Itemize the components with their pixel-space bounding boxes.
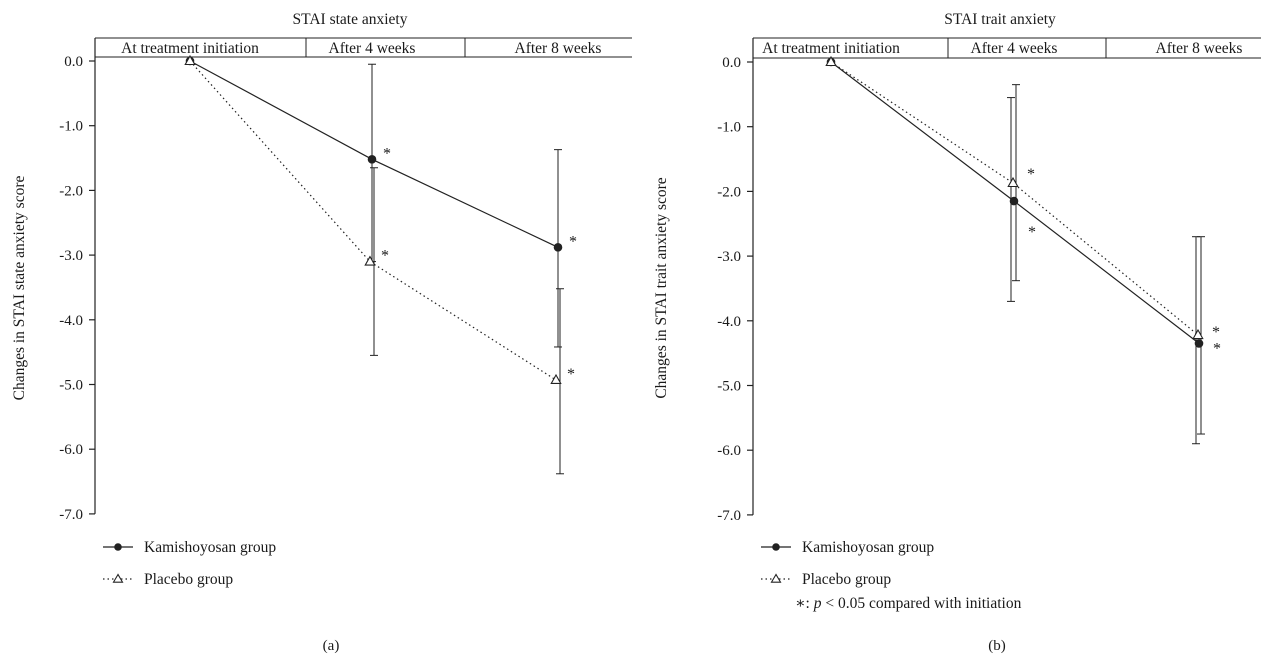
series-placebo: ** (825, 55, 1220, 435)
series-kamishoyosan: ** (826, 57, 1221, 445)
significance-star: * (1027, 166, 1035, 183)
significance-star: * (1028, 224, 1036, 241)
chart-title: STAI trait anxiety (944, 11, 1056, 28)
y-tick-label: -1.0 (717, 120, 741, 136)
significance-star: * (383, 145, 391, 162)
y-tick-label: -7.0 (59, 507, 83, 523)
y-axis-label: Changes in STAI trait anxiety score (653, 177, 670, 398)
y-axis-label: Changes in STAI state anxiety score (11, 176, 28, 401)
data-point (550, 373, 562, 385)
category-label: After 4 weeks (329, 40, 416, 57)
category-label: After 8 weeks (1156, 40, 1243, 57)
panel-caption: (a) (323, 638, 340, 654)
significance-footnote: ∗: p < 0.05 compared with initiation (795, 595, 1022, 612)
legend-label-placebo: Placebo group (802, 571, 891, 588)
footnote-part-rest: < 0.05 compared with initiation (821, 595, 1021, 612)
significance-star: * (381, 248, 389, 265)
category-label: At treatment initiation (121, 40, 259, 57)
legend: Kamishoyosan group Placebo group ∗: p < 0.… (761, 539, 1022, 612)
data-point (184, 54, 196, 66)
chart-panel-b: STAI trait anxiety At treatment initiatio… (653, 11, 1261, 654)
legend-label-kamishoyosan: Kamishoyosan group (802, 539, 934, 556)
y-tick-label: -5.0 (59, 378, 83, 394)
data-point (1007, 176, 1019, 188)
footnote-part-prefix: : (806, 595, 814, 612)
y-tick-label: -6.0 (717, 443, 741, 459)
y-tick-label: 0.0 (722, 55, 741, 71)
chart-panel-a: STAI state anxiety At treatment initiatio… (11, 11, 632, 654)
y-tick-label: -3.0 (59, 248, 83, 264)
series-kamishoyosan: ** (185, 56, 577, 348)
footnote-part-star: ∗ (795, 595, 806, 612)
panel-caption: (b) (988, 638, 1006, 654)
footnote-part-p: p (813, 595, 822, 612)
data-point (553, 243, 563, 252)
y-tick-label: -4.0 (59, 313, 83, 329)
category-label: After 4 weeks (971, 40, 1058, 57)
legend-marker-circle (114, 543, 122, 551)
data-point (825, 55, 837, 67)
category-label: At treatment initiation (762, 40, 900, 57)
legend-marker-triangle (112, 573, 124, 583)
data-point (364, 255, 376, 266)
legend-marker-circle (772, 543, 780, 551)
y-tick-label: -2.0 (59, 183, 83, 199)
y-tick-label: -4.0 (717, 314, 741, 330)
series-line (830, 61, 1199, 336)
y-tick-label: -7.0 (717, 508, 741, 524)
y-tick-label: -3.0 (717, 249, 741, 265)
data-point (1009, 196, 1019, 206)
y-tick-label: -6.0 (59, 442, 83, 458)
significance-star: * (567, 366, 575, 383)
significance-star: * (569, 233, 577, 250)
y-tick-label: -5.0 (717, 379, 741, 395)
significance-star: * (1212, 324, 1220, 341)
y-tick-label: -2.0 (717, 184, 741, 200)
legend-marker-triangle (770, 573, 782, 583)
data-point (1194, 339, 1204, 348)
data-point (367, 155, 377, 164)
legend-label-kamishoyosan: Kamishoyosan group (144, 539, 276, 556)
y-tick-label: -1.0 (59, 119, 83, 135)
category-label: After 8 weeks (515, 40, 602, 57)
y-tick-label: 0.0 (64, 54, 83, 70)
legend-label-placebo: Placebo group (144, 571, 233, 588)
data-point (1192, 328, 1204, 340)
legend: Kamishoyosan group Placebo group (103, 539, 276, 588)
series-placebo: ** (184, 54, 575, 475)
chart-title: STAI state anxiety (293, 11, 408, 28)
significance-star: * (1213, 340, 1221, 357)
